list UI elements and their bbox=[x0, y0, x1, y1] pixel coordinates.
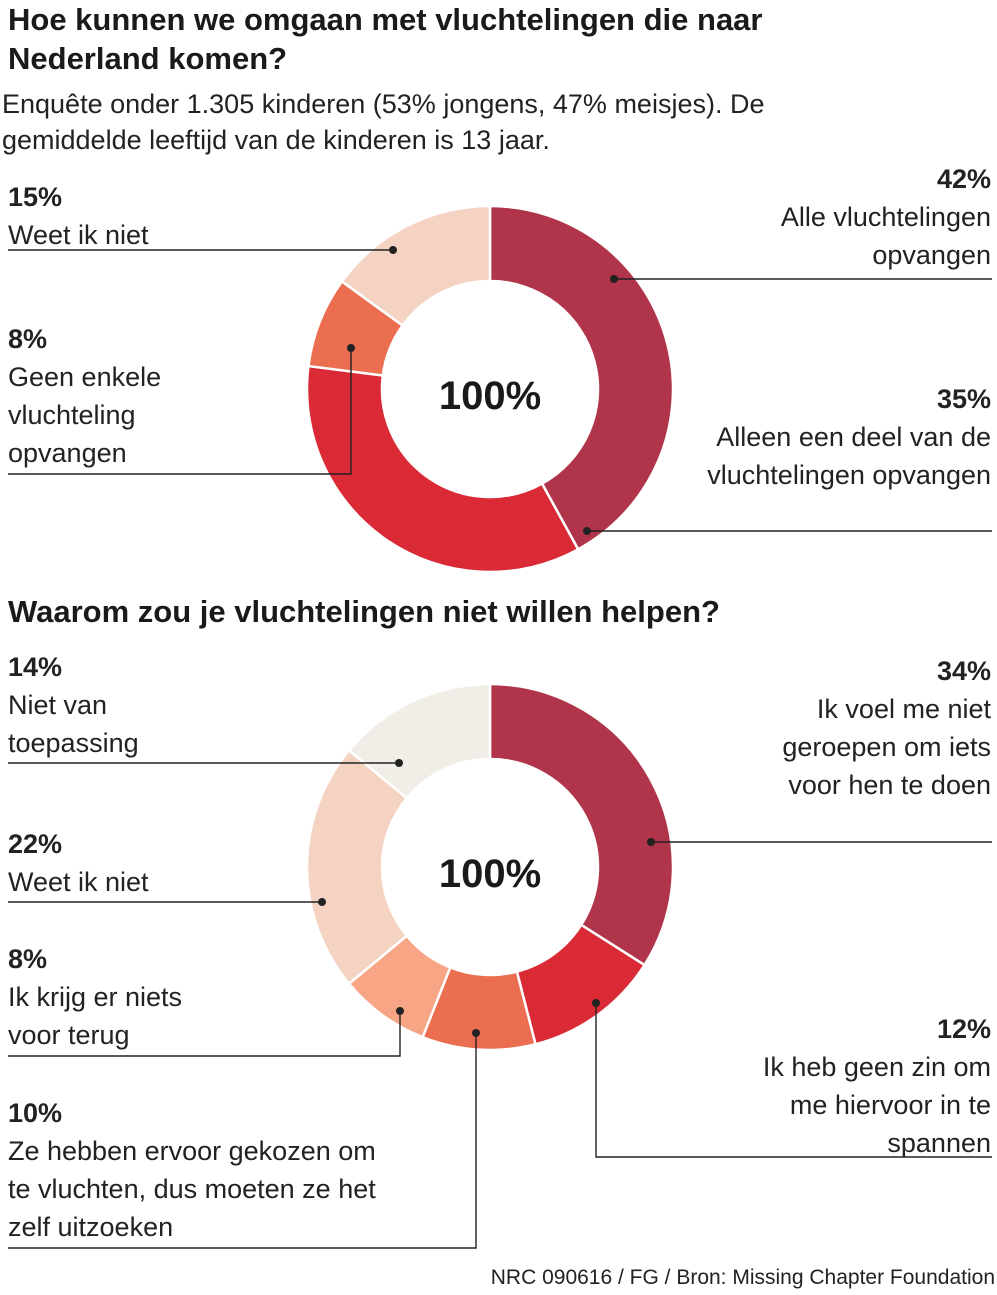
chart2-slice-5 bbox=[305, 748, 409, 986]
chart1-slice-4 bbox=[340, 204, 492, 328]
chart2-title: Waarom zou je vluchtelingen niet willen … bbox=[8, 594, 720, 629]
chart2-center-label: 100% bbox=[439, 852, 541, 896]
c1-pct-geen: 8% bbox=[8, 324, 48, 354]
c1-label-weet: 15% Weet ik niet bbox=[8, 178, 258, 254]
chart2-leader-2 bbox=[595, 1003, 992, 1158]
c2-label-terug: 8% Ik krijg er niets voor terug bbox=[8, 940, 238, 1054]
c2-text-geroepen: Ik voel me niet geroepen om iets voor he… bbox=[782, 694, 991, 800]
c2-pct-terug: 8% bbox=[8, 944, 48, 974]
c2-label-geroepen: 34% Ik voel me niet geroepen om iets voo… bbox=[731, 652, 991, 804]
c2-label-weet: 22% Weet ik niet bbox=[8, 825, 258, 901]
c2-pct-zin: 12% bbox=[936, 1014, 991, 1044]
c1-pct-alle: 42% bbox=[936, 164, 991, 194]
chart2-leader-dot-3 bbox=[472, 1029, 480, 1037]
chart2-leader-4 bbox=[8, 1011, 401, 1057]
c2-pct-geroepen: 34% bbox=[936, 656, 991, 686]
chart1-leader-dot-1 bbox=[610, 275, 618, 283]
c2-pct-nvt: 14% bbox=[8, 652, 63, 682]
chart2-leader-dot-4 bbox=[396, 1007, 404, 1015]
c2-text-gekozen: Ze hebben ervoor gekozen om te vluchten,… bbox=[8, 1136, 376, 1242]
source-footer: NRC 090616 / FG / Bron: Missing Chapter … bbox=[490, 1266, 995, 1289]
c1-text-geen: Geen enkele vluchteling opvangen bbox=[8, 362, 162, 468]
c2-text-zin: Ik heb geen zin om me hiervoor in te spa… bbox=[762, 1052, 991, 1158]
c2-pct-weet: 22% bbox=[8, 829, 63, 859]
chart2-slice-1 bbox=[488, 682, 675, 967]
c2-label-zin: 12% Ik heb geen zin om me hiervoor in te… bbox=[731, 1010, 991, 1162]
survey-subtitle: Enquête onder 1.305 kinderen (53% jongen… bbox=[2, 89, 765, 155]
chart1-center-label: 100% bbox=[439, 374, 541, 418]
chart1-leader-dot-3 bbox=[347, 344, 355, 352]
c1-label-deel: 35% Alleen een deel van de vluchtelingen… bbox=[691, 380, 991, 494]
chart1-leader-3 bbox=[8, 348, 352, 475]
chart1-leader-dot-4 bbox=[389, 246, 397, 254]
chart1-slice-2 bbox=[305, 364, 580, 574]
chart1-leader-dot-2 bbox=[583, 527, 591, 535]
chart2-leader-dot-1 bbox=[647, 838, 655, 846]
c1-text-deel: Alleen een deel van de vluchtelingen opv… bbox=[707, 422, 991, 490]
chart2-leader-3 bbox=[8, 1033, 477, 1249]
chart2-leader-dot-6 bbox=[395, 759, 403, 767]
c1-label-geen: 8% Geen enkele vluchteling opvangen bbox=[8, 320, 193, 472]
c1-text-alle: Alle vluchtelingen opvangen bbox=[780, 202, 991, 270]
chart2-leader-dot-5 bbox=[318, 898, 326, 906]
c2-text-nvt: Niet van toepassing bbox=[8, 690, 139, 758]
chart1-title: Hoe kunnen we omgaan met vluchtelingen d… bbox=[8, 2, 763, 76]
chart2-slice-6 bbox=[347, 682, 492, 800]
c1-pct-deel: 35% bbox=[936, 384, 991, 414]
c1-text-weet: Weet ik niet bbox=[8, 220, 149, 250]
c2-label-gekozen: 10% Ze hebben ervoor gekozen om te vluch… bbox=[8, 1094, 388, 1246]
c2-text-weet: Weet ik niet bbox=[8, 867, 149, 897]
c2-text-terug: Ik krijg er niets voor terug bbox=[8, 982, 183, 1050]
c1-pct-weet: 15% bbox=[8, 182, 63, 212]
c2-pct-gekozen: 10% bbox=[8, 1098, 63, 1128]
chart2-leader-dot-2 bbox=[592, 999, 600, 1007]
c1-label-alle: 42% Alle vluchtelingen opvangen bbox=[691, 160, 991, 274]
c2-label-nvt: 14% Niet van toepassing bbox=[8, 648, 208, 762]
